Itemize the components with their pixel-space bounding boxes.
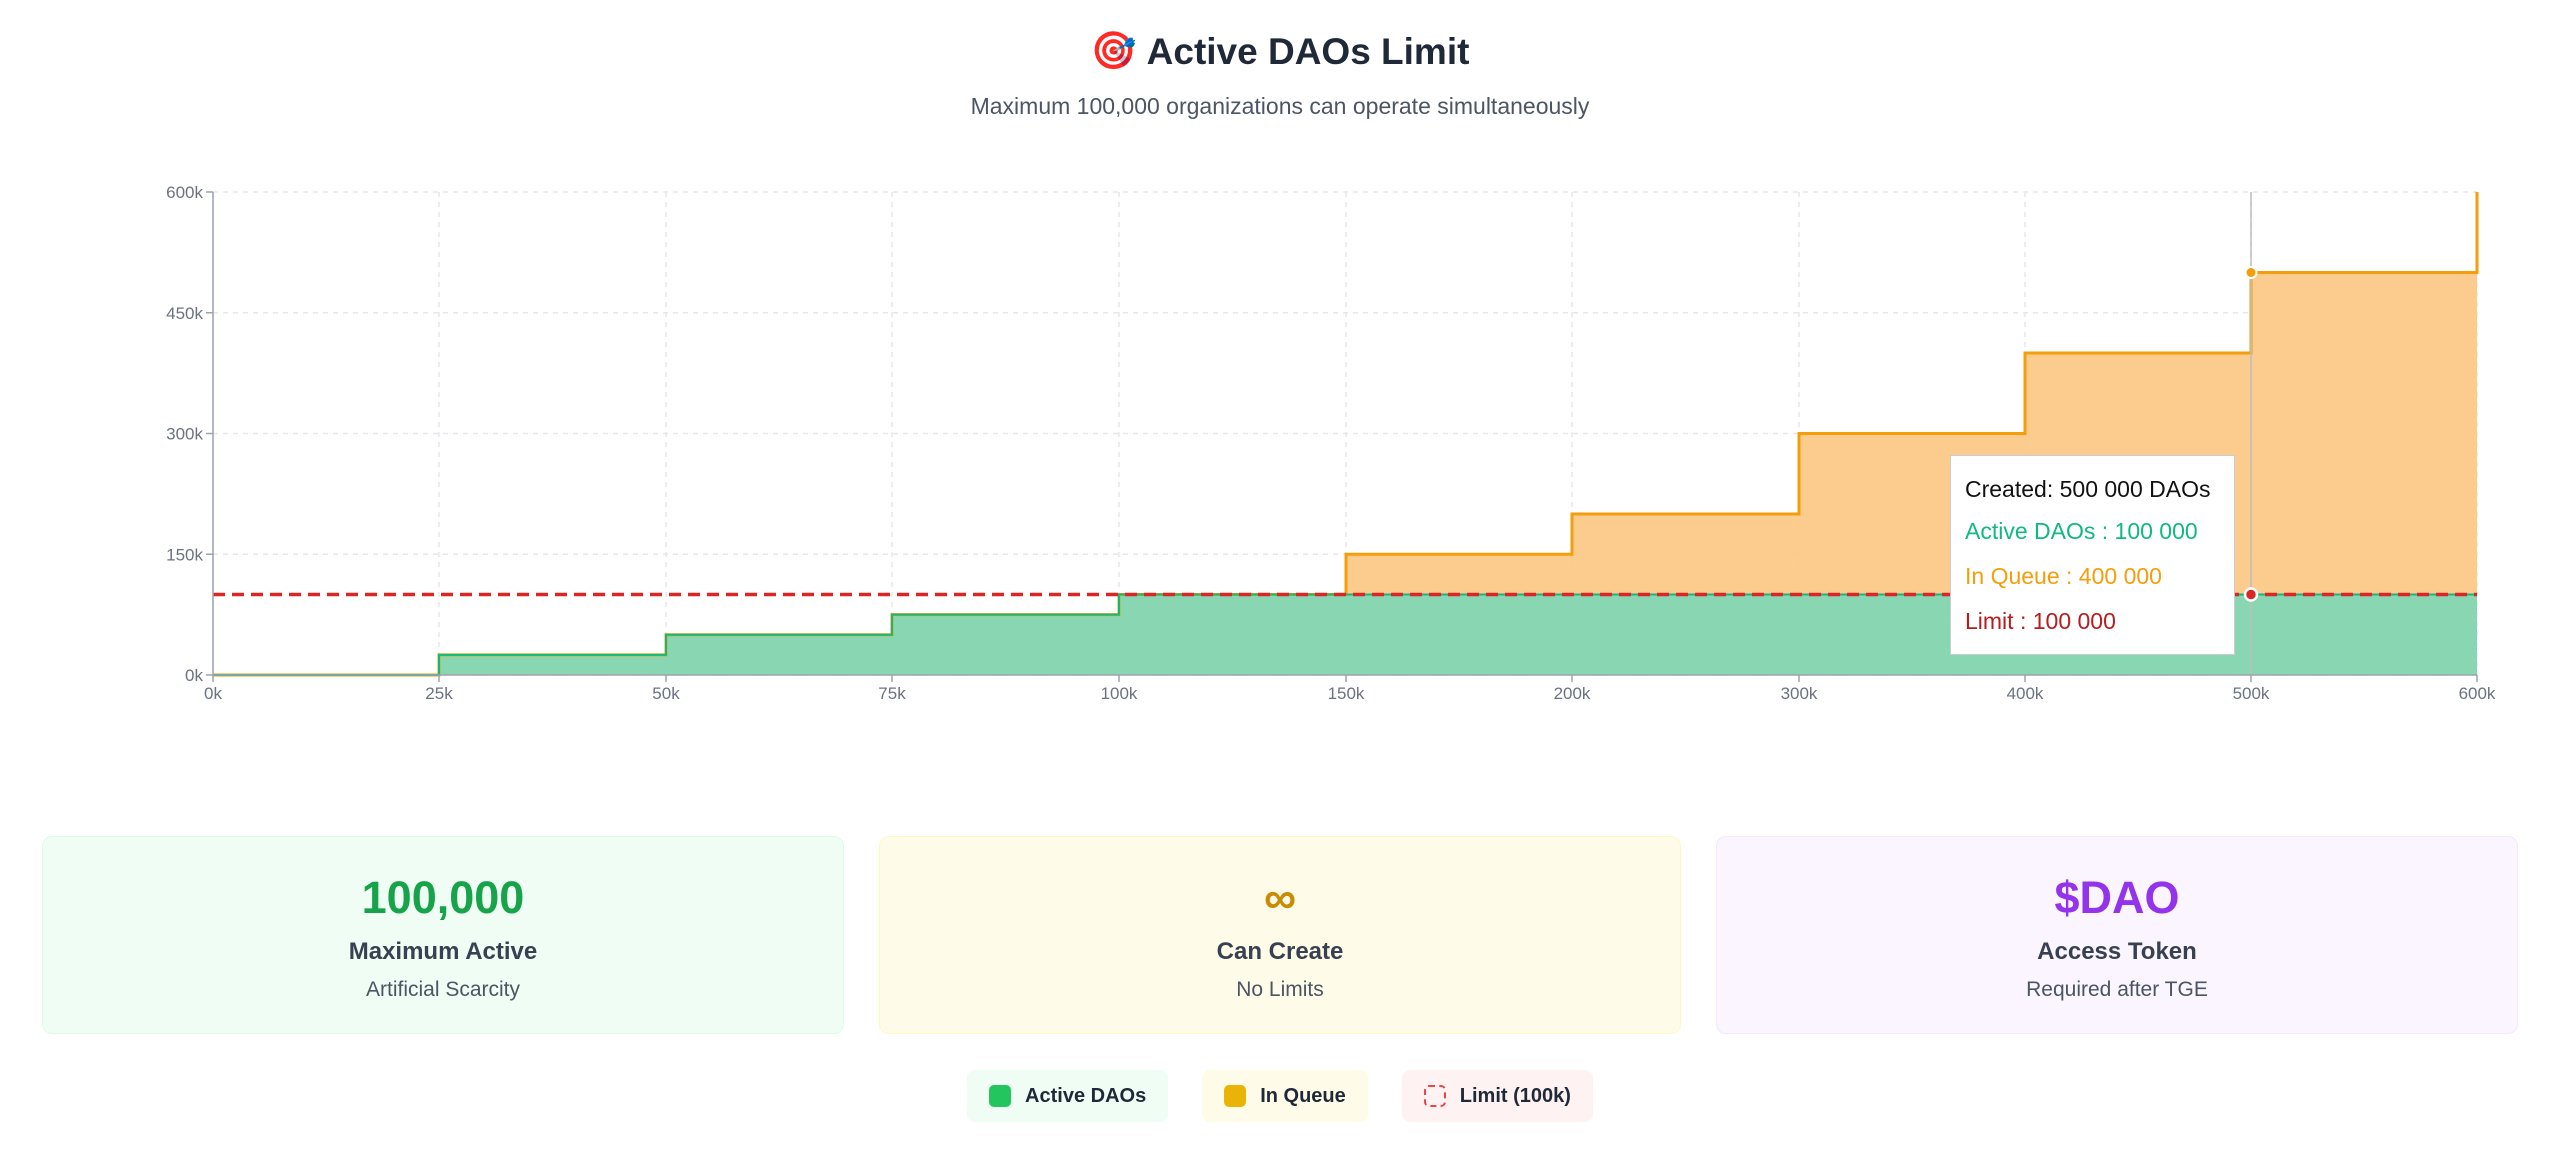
series-active-daos-area [213, 594, 2477, 675]
max-active-card: 100,000 Maximum Active Artificial Scarci… [42, 836, 844, 1034]
x-tick-label: 75k [878, 684, 906, 703]
target-icon: 🎯 [1090, 30, 1137, 71]
active-daos-chart[interactable]: 0k 150k 300k 450k 600k 0k 25k 50k 75k 100k 150k 200… [0, 0, 2560, 760]
tooltip-limit: Limit : 100 000 [1965, 608, 2116, 634]
legend-label: In Queue [1260, 1084, 1346, 1107]
x-tick-label: 600k [2459, 684, 2496, 703]
card-sub: No Limits [1236, 978, 1324, 1001]
x-tick-label: 150k [1328, 684, 1365, 703]
card-value: $DAO [2054, 872, 2180, 923]
tooltip-dot-queue [2244, 266, 2258, 279]
title-text: Active DAOs Limit [1146, 30, 1470, 72]
x-tick-label: 100k [1101, 684, 1138, 703]
page-subtitle: Maximum 100,000 organizations can operat… [970, 93, 1590, 119]
tooltip-dot-limit [2243, 587, 2259, 602]
series-in-queue-area [213, 192, 2477, 675]
tooltip-active: Active DAOs : 100 000 [1965, 518, 2198, 544]
legend-limit[interactable]: Limit (100k) [1401, 1070, 1593, 1122]
x-tick-label: 500k [2233, 684, 2270, 703]
y-tick-label: 600k [166, 183, 203, 202]
legend-swatch-active [989, 1085, 1012, 1107]
x-tick-label: 25k [425, 684, 453, 703]
page-title: 🎯 Active DAOs Limit [1091, 30, 1470, 73]
x-tick-label: 0k [204, 684, 222, 703]
legend-swatch-queue [1224, 1085, 1247, 1107]
y-tick-label: 450k [166, 304, 203, 323]
card-label: Maximum Active [348, 938, 538, 965]
card-sub: Artificial Scarcity [365, 978, 521, 1001]
chart-legend: Active DAOs In Queue Limit (100k) [0, 1070, 2560, 1122]
tooltip-queue: In Queue : 400 000 [1965, 563, 2162, 589]
legend-label: Limit (100k) [1459, 1084, 1571, 1107]
header: 🎯 Active DAOs Limit Maximum 100,000 orga… [0, 30, 2560, 120]
card-value: 100,000 [361, 872, 525, 923]
x-tick-label: 300k [1781, 684, 1818, 703]
x-tick-label: 50k [652, 684, 680, 703]
tooltip-created: Created: 500 000 DAOs [1965, 476, 2211, 502]
legend-in-queue[interactable]: In Queue [1202, 1070, 1368, 1122]
card-sub: Required after TGE [2026, 978, 2208, 1001]
infinity-icon: ∞ [1263, 872, 1297, 923]
x-tick-label: 200k [1554, 684, 1591, 703]
legend-label: Active DAOs [1025, 1084, 1147, 1107]
card-label: Can Create [1216, 938, 1344, 965]
y-tick-label: 300k [166, 425, 203, 444]
access-token-card: $DAO Access Token Required after TGE [1716, 836, 2518, 1034]
can-create-card: ∞ Can Create No Limits [879, 836, 1681, 1034]
legend-swatch-limit [1423, 1085, 1446, 1107]
legend-active-daos[interactable]: Active DAOs [967, 1070, 1169, 1122]
chart-tooltip: Created: 500 000 DAOs Active DAOs : 100 … [1950, 455, 2235, 655]
y-tick-label: 0k [185, 666, 203, 685]
x-tick-label: 400k [2007, 684, 2044, 703]
card-label: Access Token [2037, 938, 2197, 965]
y-tick-label: 150k [166, 545, 203, 564]
